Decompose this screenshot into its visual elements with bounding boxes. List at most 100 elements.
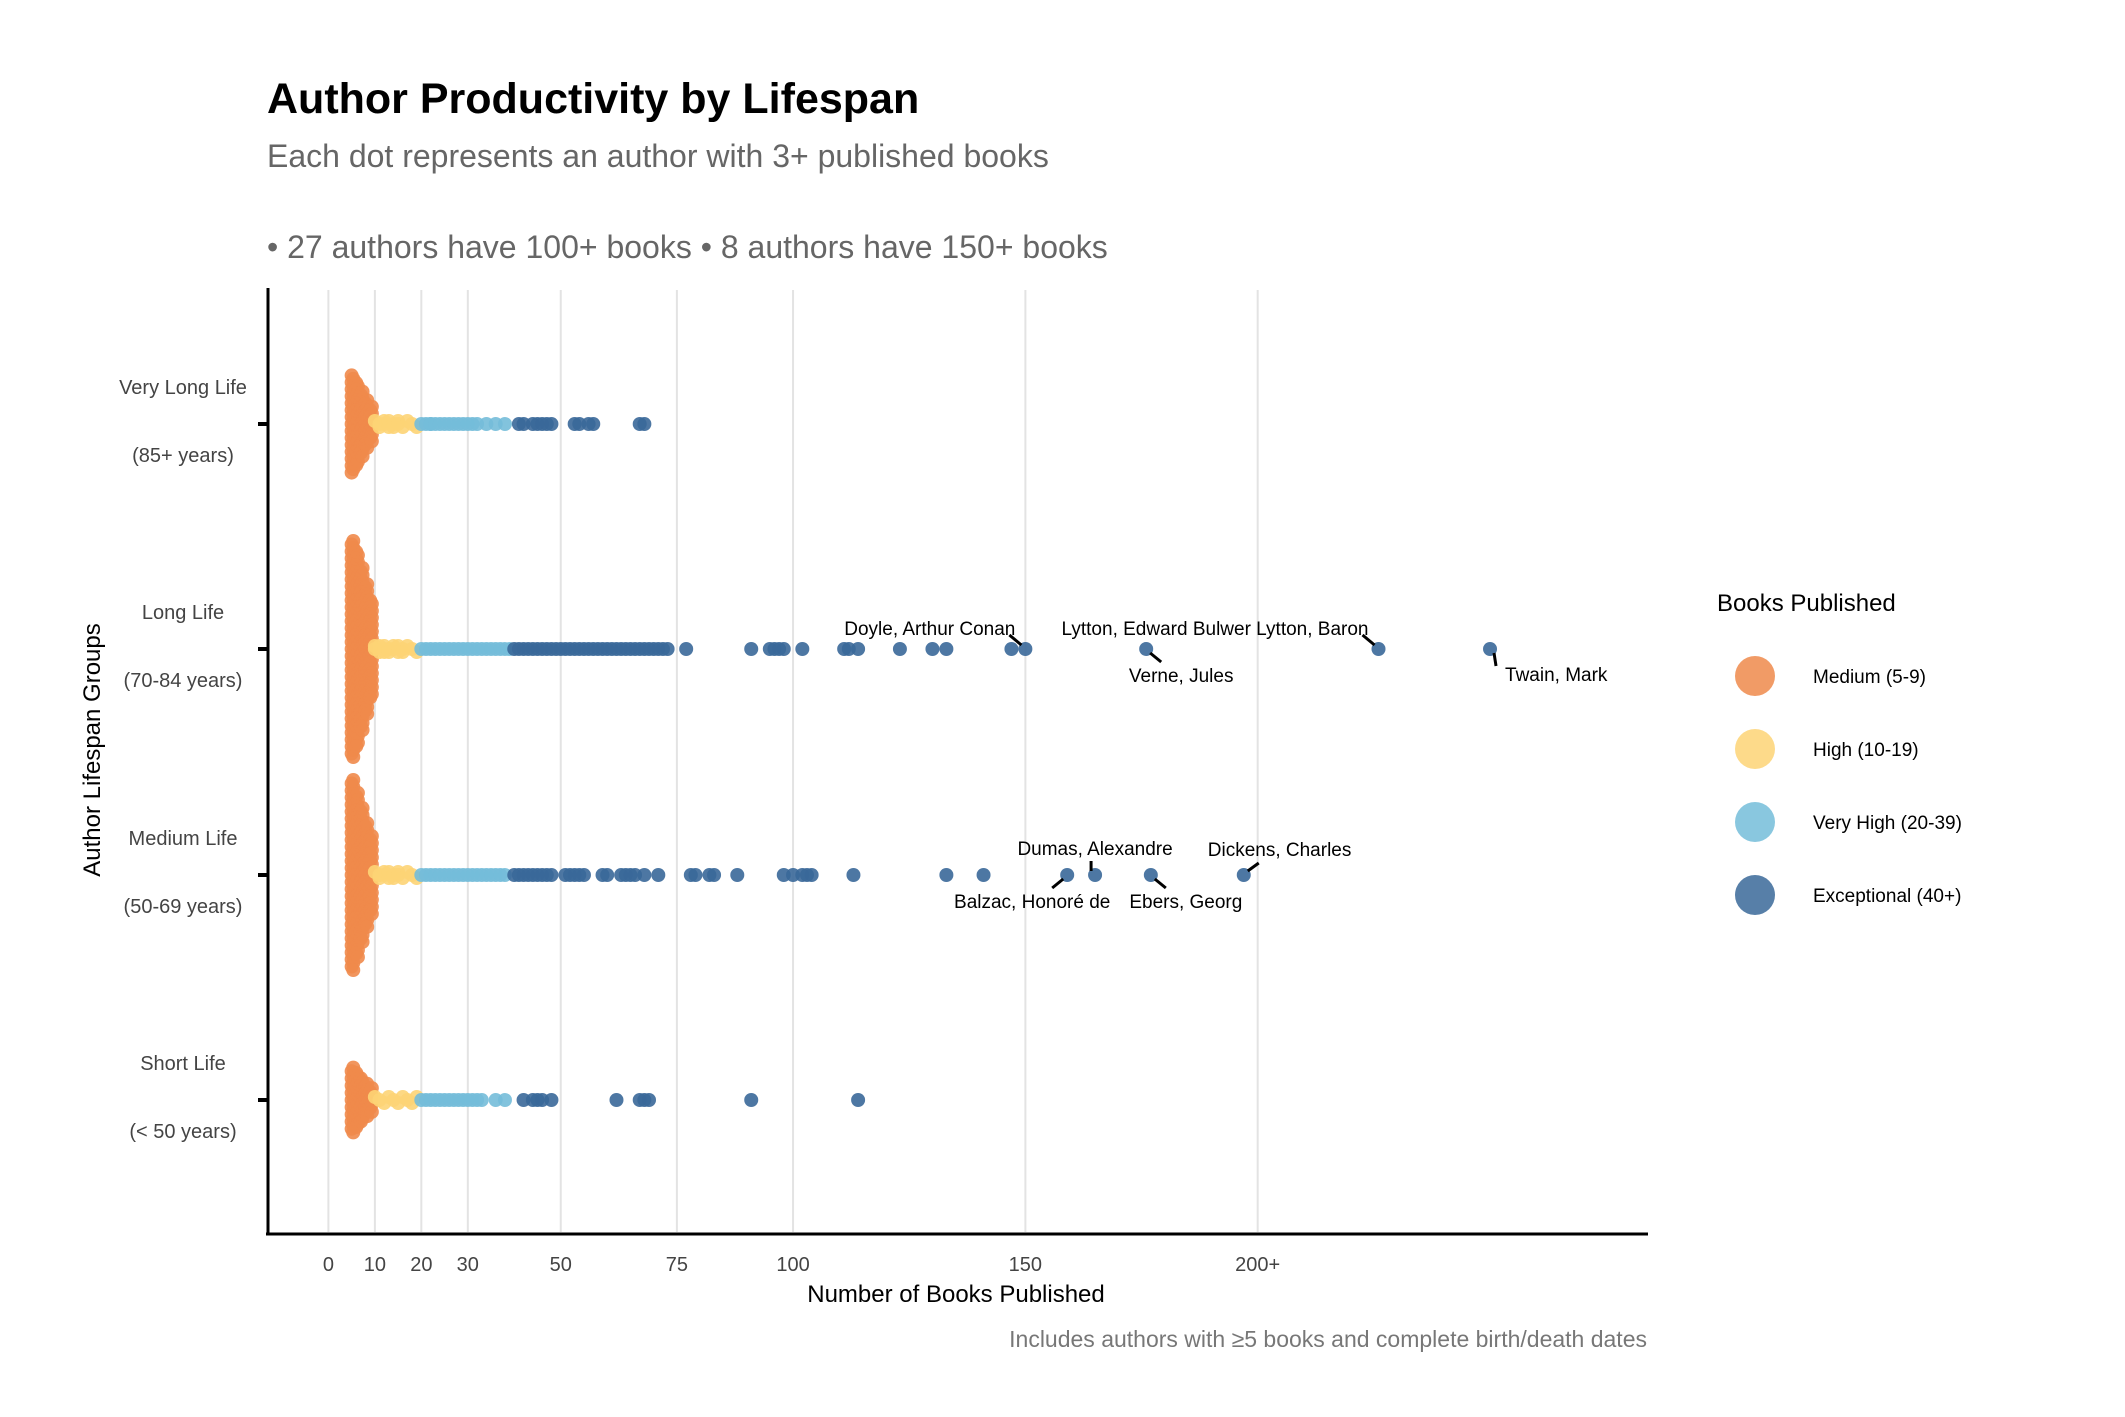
annotation-label: Lytton, Edward Bulwer Lytton, Baron — [1062, 619, 1369, 640]
data-point — [851, 642, 866, 656]
data-point — [474, 1093, 489, 1107]
x-tick-label: 0 — [323, 1254, 334, 1276]
annotation-leader — [1246, 861, 1260, 873]
annotation-label: Balzac, Honoré de — [954, 892, 1110, 913]
x-axis-ticks: 0 10 20 30 50 75 100 150 200+ — [323, 1254, 1280, 1276]
legend-title: Books Published — [1717, 590, 1896, 617]
annotation-leader — [1149, 651, 1163, 664]
data-point — [576, 868, 591, 882]
x-tick-label: 10 — [364, 1254, 386, 1276]
annotation-label: Dickens, Charles — [1208, 840, 1352, 861]
x-tick-label: 30 — [457, 1254, 479, 1276]
data-point — [544, 1093, 559, 1107]
data-point — [637, 417, 652, 431]
data-point — [776, 642, 791, 656]
data-point — [939, 642, 954, 656]
x-tick-label: 100 — [776, 1254, 809, 1276]
annotation-leader — [1153, 877, 1167, 890]
annotation-label: Doyle, Arthur Conan — [844, 619, 1015, 640]
data-points — [344, 368, 1498, 1140]
x-tick-label: 75 — [666, 1254, 688, 1276]
data-point — [586, 417, 601, 431]
data-point — [637, 868, 652, 882]
data-point — [497, 1093, 512, 1107]
data-point — [851, 1093, 866, 1107]
data-point — [1060, 868, 1075, 882]
annotations: Doyle, Arthur Conan Lytton, Edward Bulwer… — [844, 619, 1608, 913]
legend-label: High (10-19) — [1813, 740, 1919, 761]
annotation-leader — [1008, 633, 1023, 647]
y-tick-label: (< 50 years) — [129, 1121, 236, 1143]
x-tick-label: 200+ — [1235, 1254, 1280, 1276]
data-point — [364, 1104, 379, 1119]
y-tick-label: Short Life — [140, 1053, 226, 1075]
data-point — [346, 750, 361, 764]
data-point — [707, 868, 722, 882]
y-tick-label: (70-84 years) — [124, 670, 243, 692]
data-point — [355, 723, 370, 737]
y-tick-label: (85+ years) — [132, 445, 234, 467]
data-point — [1371, 642, 1386, 656]
data-point — [795, 642, 810, 656]
annotation-label: Verne, Jules — [1129, 666, 1234, 687]
data-point — [1236, 868, 1251, 882]
y-axis-title: Author Lifespan Groups — [79, 623, 106, 877]
data-point — [360, 919, 375, 934]
chart-subtitle: Each dot represents an author with 3+ pu… — [267, 138, 1049, 174]
y-tick-label: Medium Life — [129, 828, 238, 850]
data-point — [1004, 642, 1019, 656]
annotation-label: Ebers, Georg — [1129, 892, 1242, 913]
y-axis-ticks: Very Long Life (85+ years) Long Life (70-84… — [119, 377, 268, 1143]
data-point — [364, 434, 379, 449]
data-point — [1143, 868, 1158, 882]
data-point — [804, 868, 819, 882]
legend-label: Very High (20-39) — [1813, 813, 1962, 834]
data-point — [1139, 642, 1154, 656]
data-point — [497, 417, 512, 431]
data-point — [1018, 642, 1033, 656]
annotation-leader — [1051, 877, 1065, 890]
gridlines — [327, 290, 1259, 1232]
annotation-label: Dumas, Alexandre — [1017, 839, 1172, 860]
data-point — [600, 868, 615, 882]
y-tick-label: Long Life — [142, 602, 224, 624]
data-point — [976, 868, 991, 882]
x-tick-label: 150 — [1009, 1254, 1042, 1276]
data-point — [939, 868, 954, 882]
chart-caption: Includes authors with ≥5 books and compl… — [1009, 1326, 1647, 1352]
data-point — [642, 1093, 657, 1107]
data-point — [679, 642, 694, 656]
data-point — [730, 868, 745, 882]
annotation-leader — [1492, 652, 1498, 667]
data-point — [364, 906, 379, 921]
y-tick-label: Very Long Life — [119, 377, 247, 399]
data-point — [744, 642, 759, 656]
data-point — [688, 868, 703, 882]
legend-swatch — [1735, 729, 1775, 769]
chart-title: Author Productivity by Lifespan — [267, 75, 919, 123]
data-point — [892, 642, 907, 656]
x-tick-label: 20 — [410, 1254, 432, 1276]
data-point — [349, 739, 364, 754]
data-point — [355, 934, 370, 949]
data-point — [651, 868, 666, 882]
legend: Books Published Medium (5-9) High (10-19)… — [1717, 590, 1962, 915]
legend-label: Medium (5-9) — [1813, 667, 1926, 688]
data-point — [350, 950, 365, 965]
legend-swatch — [1735, 656, 1775, 696]
annotation-label: Twain, Mark — [1505, 665, 1608, 686]
data-point — [925, 642, 940, 656]
data-point — [1088, 868, 1103, 882]
data-point — [744, 1093, 759, 1107]
legend-swatch — [1735, 875, 1775, 915]
chart-stats-line: • 27 authors have 100+ books • 8 authors… — [267, 229, 1108, 265]
data-point — [609, 1093, 624, 1107]
data-point — [846, 868, 861, 882]
data-point — [544, 868, 559, 882]
annotation-leader — [1361, 633, 1376, 647]
data-point — [1483, 642, 1498, 656]
data-point — [660, 642, 675, 656]
data-point — [346, 963, 361, 978]
data-point — [360, 706, 375, 721]
